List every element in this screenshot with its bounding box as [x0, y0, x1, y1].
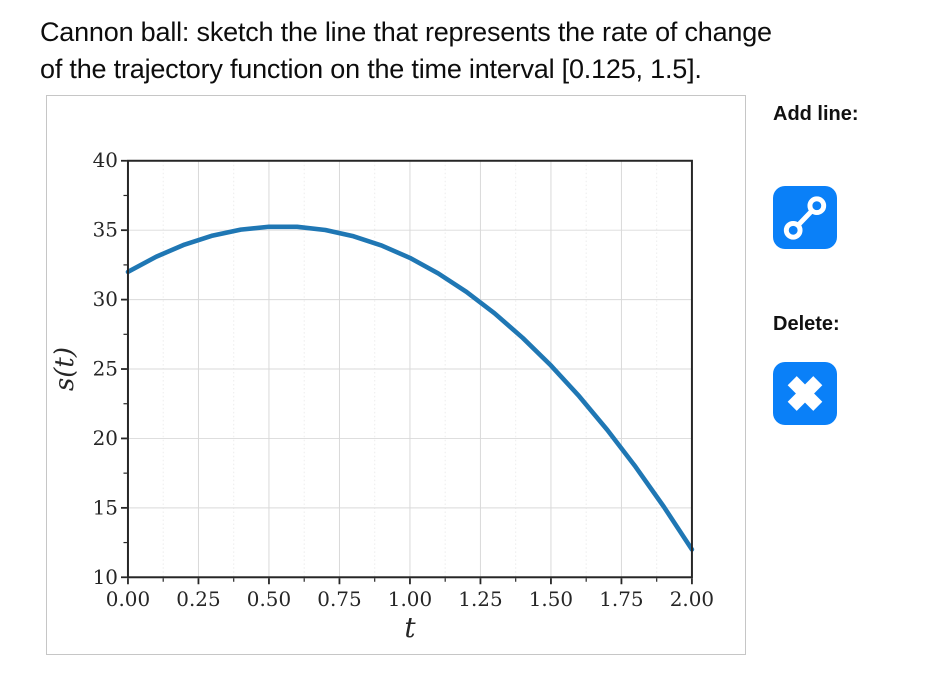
axes-spines [126, 159, 693, 579]
x-tick-label: 0.50 [247, 588, 291, 611]
x-tick-label: 0.75 [317, 588, 361, 611]
y-tick-label: 25 [93, 357, 118, 380]
x-tick-label: 0.00 [106, 588, 150, 611]
x-tick-label: 1.00 [388, 588, 432, 611]
add-line-button[interactable] [773, 186, 837, 249]
y-tick-label: 35 [93, 219, 118, 242]
y-tick-label: 10 [93, 566, 118, 589]
question-title-line1: Cannon ball: sketch the line that repres… [40, 17, 772, 47]
line-segment-icon [783, 196, 827, 240]
trajectory-chart: 0.00 0.25 0.50 0.75 1.00 1.25 1.50 1.75 2.00 10 15… [50, 149, 714, 644]
x-tick-label: 1.25 [458, 588, 502, 611]
chart-panel: 0.00 0.25 0.50 0.75 1.00 1.25 1.50 1.75 2.00 10 15… [46, 95, 746, 655]
x-tick-label: 2.00 [670, 588, 714, 611]
question-title-line2: of the trajectory function on the time i… [40, 54, 702, 84]
y-tick-label: 40 [93, 149, 118, 172]
y-tick-label: 30 [93, 288, 118, 311]
x-axis-label: t [404, 611, 416, 644]
delete-label: Delete: [773, 313, 840, 335]
y-tick-label: 15 [93, 496, 118, 519]
trajectory-curve [125, 224, 695, 552]
y-axis-label: s(t) [50, 347, 80, 391]
x-tick-label: 1.50 [529, 588, 573, 611]
question-title: Cannon ball: sketch the line that repres… [40, 14, 860, 88]
x-icon [787, 376, 823, 411]
y-tick-label: 20 [93, 427, 118, 450]
x-tick-label: 1.75 [599, 588, 643, 611]
delete-button[interactable] [773, 362, 837, 425]
add-line-label: Add line: [773, 103, 859, 125]
x-tick-label: 0.25 [176, 588, 220, 611]
